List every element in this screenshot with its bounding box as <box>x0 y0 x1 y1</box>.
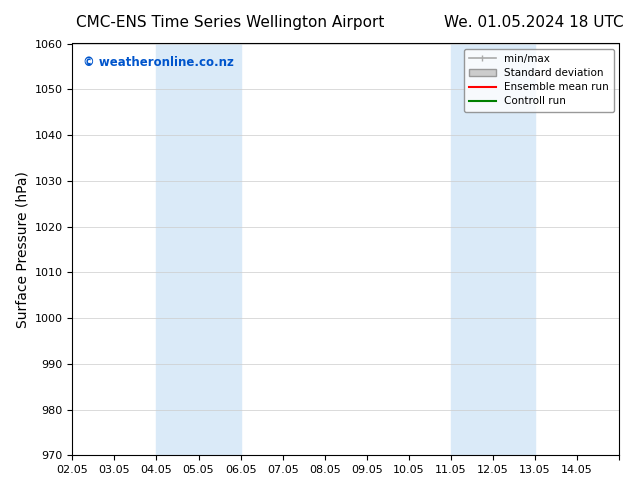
Text: We. 01.05.2024 18 UTC: We. 01.05.2024 18 UTC <box>444 15 623 30</box>
Bar <box>157 44 240 455</box>
Text: CMC-ENS Time Series Wellington Airport: CMC-ENS Time Series Wellington Airport <box>76 15 384 30</box>
Text: © weatheronline.co.nz: © weatheronline.co.nz <box>83 56 234 69</box>
Y-axis label: Surface Pressure (hPa): Surface Pressure (hPa) <box>15 171 29 328</box>
Bar <box>451 44 535 455</box>
Legend: min/max, Standard deviation, Ensemble mean run, Controll run: min/max, Standard deviation, Ensemble me… <box>464 49 614 112</box>
